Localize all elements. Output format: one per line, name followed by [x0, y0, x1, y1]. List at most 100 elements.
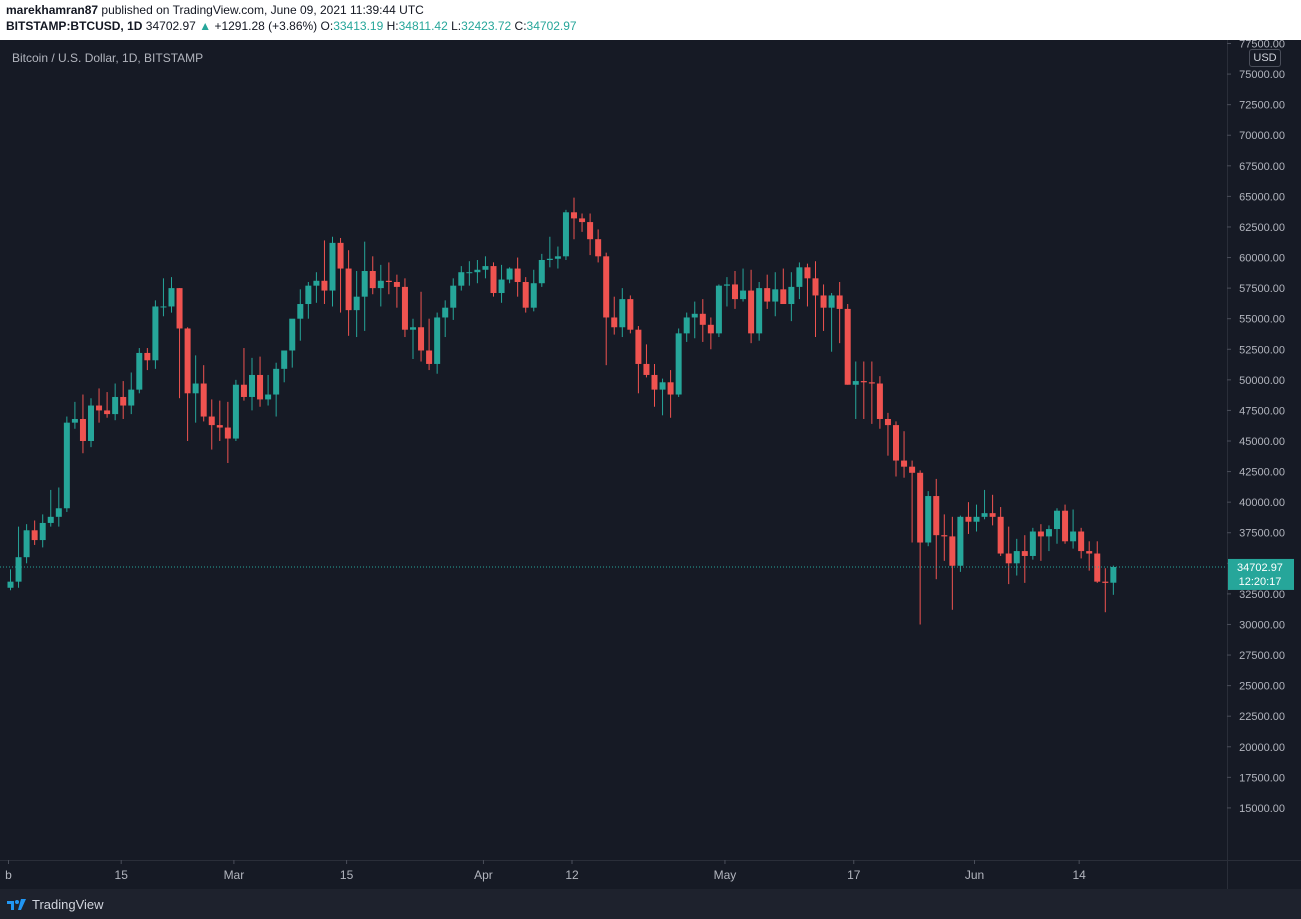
candle-body [635, 329, 642, 364]
candle-body [168, 288, 175, 307]
candle-body [353, 296, 360, 311]
y-tick-label: 62500.00 [1239, 222, 1285, 234]
candle-body [804, 267, 811, 279]
chart-panel[interactable]: 15000.00 17500.00 20000.00 22500.00 25000.00… [0, 40, 1301, 889]
candle-body [1054, 510, 1060, 530]
candle-body [506, 268, 513, 280]
y-tick-label: 15000.00 [1239, 803, 1285, 815]
candle-body [1070, 531, 1077, 542]
candle-body [619, 299, 626, 328]
tradingview-brand[interactable]: TradingView [32, 897, 104, 912]
y-tick-label: 50000.00 [1239, 375, 1285, 387]
candle-body [981, 513, 988, 517]
close-value: 34702.97 [526, 19, 577, 33]
candle-body [579, 218, 586, 223]
candle-body [643, 363, 650, 375]
candle-body [321, 280, 328, 291]
x-tick-label: Mar [224, 868, 245, 882]
tradingview-logo-icon[interactable] [6, 897, 28, 911]
open-label: O: [320, 19, 334, 33]
candle-body [1110, 566, 1117, 583]
candlestick-chart[interactable]: 15000.00 17500.00 20000.00 22500.00 25000.00… [0, 40, 1301, 889]
y-tick-label: 20000.00 [1239, 742, 1285, 754]
candle-body [104, 410, 111, 415]
candle-body [683, 317, 690, 334]
y-tick-label: 37500.00 [1239, 528, 1285, 540]
high-value: 34811.42 [398, 19, 448, 33]
candle-body [297, 304, 304, 319]
y-tick-label: 42500.00 [1239, 467, 1285, 479]
open-value: 33413.19 [333, 19, 384, 33]
candle-body [176, 288, 183, 329]
candle-body [393, 282, 400, 287]
candle-body [732, 284, 738, 300]
candle-body [965, 516, 972, 522]
candle-body [273, 368, 280, 395]
candle-body [120, 396, 127, 406]
candle-body [208, 416, 215, 426]
candle-body [715, 285, 722, 334]
low-value: 32423.72 [461, 19, 512, 33]
candle-body [675, 333, 682, 395]
candle-body [313, 280, 320, 286]
candle-body [79, 418, 86, 441]
y-tick-label: 65000.00 [1239, 191, 1285, 203]
candle-body [917, 472, 924, 543]
publisher-name[interactable]: marekhamran87 [6, 3, 99, 17]
candle-body [901, 460, 908, 467]
candle-body [796, 267, 803, 287]
candle-body [780, 289, 787, 305]
candle-body [941, 535, 948, 537]
candle-body [7, 581, 14, 588]
candle-body [23, 530, 30, 558]
candle-body [691, 313, 698, 318]
candle-body [442, 307, 449, 318]
candle-body [651, 374, 658, 390]
candle-body [144, 352, 151, 361]
candle-body [844, 308, 851, 385]
candle-body [63, 422, 70, 509]
candle-body [1037, 531, 1044, 537]
candle-body [112, 396, 119, 415]
y-tick-label: 45000.00 [1239, 436, 1285, 448]
candle-body [15, 557, 22, 582]
candle-body [401, 286, 408, 330]
y-tick-label: 52500.00 [1239, 344, 1285, 356]
candle-body [522, 282, 529, 308]
x-tick-label: b [5, 868, 12, 882]
high-label: H: [386, 19, 399, 33]
currency-badge[interactable]: USD [1249, 49, 1281, 67]
candle-body [345, 268, 352, 311]
candle-body [554, 256, 561, 259]
candle-body [740, 290, 747, 300]
candle-body [1029, 531, 1036, 556]
candle-body [1045, 529, 1052, 537]
candle-body [997, 516, 1004, 554]
x-tick-label: 15 [115, 868, 129, 882]
candle-body [933, 496, 940, 536]
candle-body [1094, 553, 1101, 582]
y-tick-label: 30000.00 [1239, 619, 1285, 631]
candle-body [88, 405, 94, 441]
candle-body [385, 280, 392, 282]
candle-body [1062, 510, 1069, 542]
price-marker-countdown: 12:20:17 [1239, 576, 1282, 588]
last-price: 34702.97 [145, 19, 196, 33]
x-tick-label: 15 [340, 868, 354, 882]
candle-body [852, 381, 859, 385]
candle-body [39, 522, 46, 541]
candle-body [184, 328, 191, 394]
y-tick-label: 70000.00 [1239, 130, 1285, 142]
candle-body [31, 530, 38, 541]
candle-body [361, 270, 368, 297]
candle-body [418, 327, 425, 351]
candle-body [587, 222, 594, 240]
candle-body [562, 212, 569, 257]
y-tick-label: 60000.00 [1239, 253, 1285, 265]
price-marker [1228, 558, 1294, 590]
footer-bar: TradingView [0, 889, 1301, 919]
price-marker-value: 34702.97 [1237, 562, 1283, 574]
candle-body [200, 383, 207, 417]
y-tick-label: 40000.00 [1239, 497, 1285, 509]
candle-body [772, 289, 779, 302]
